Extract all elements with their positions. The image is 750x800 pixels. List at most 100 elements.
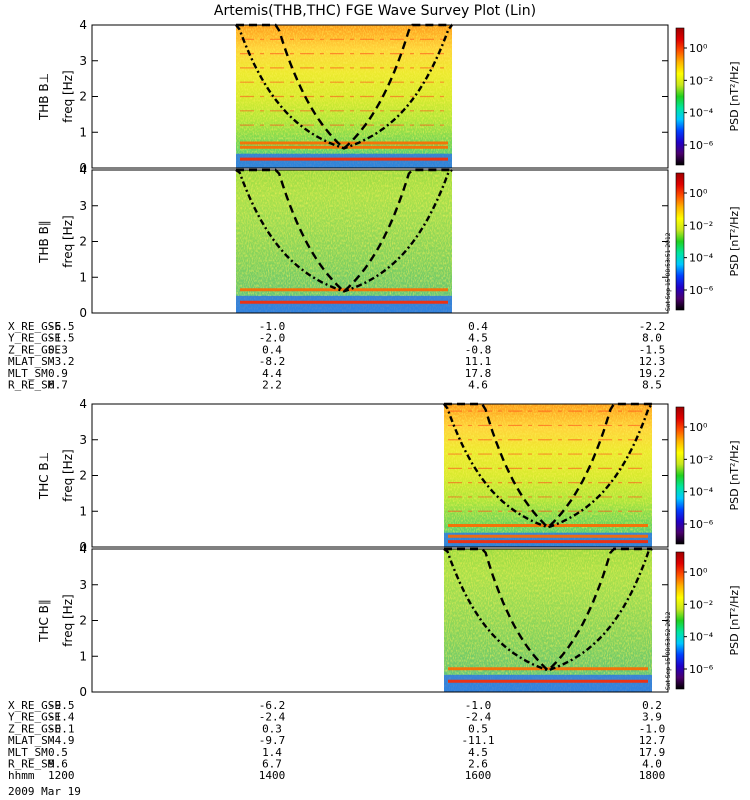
ephemeris-top-table: X_RE_GSE-6.5 -1.0 0.4 -2.2Y_RE_GSE-1.5 -2.0 4… bbox=[8, 320, 665, 392]
panel-label: THB B⊥ bbox=[37, 73, 51, 121]
ephemeris-value: -4.9 bbox=[48, 734, 75, 747]
ephemeris-value: -1.4 bbox=[48, 711, 75, 724]
ephemeris-value: 0.9 bbox=[48, 367, 68, 380]
colorbar bbox=[675, 27, 685, 166]
y-tick-label: 0 bbox=[79, 306, 87, 320]
colorbar-tick-label: 10⁻⁶ bbox=[689, 518, 714, 531]
y-tick-label: 2 bbox=[79, 90, 87, 104]
ephemeris-value: -6.5 bbox=[48, 320, 75, 333]
y-tick-label: 1 bbox=[79, 649, 87, 663]
ephemeris-value: 1600 bbox=[465, 769, 492, 782]
ephemeris-label: R_RE_SM bbox=[8, 758, 55, 771]
model-frequency-curve bbox=[235, 169, 453, 293]
panel-2: 0 1 2 3 4 THC B⊥ freq [Hz] 10⁰ 10⁻² 10⁻⁴ 10⁻⁶ PSD [… bbox=[37, 397, 741, 554]
ephemeris-label: Y_RE_GSE bbox=[8, 711, 61, 724]
y-tick-label: 3 bbox=[79, 433, 87, 447]
panel-label: THC B∥ bbox=[37, 599, 51, 643]
spectrogram-lowfreq bbox=[236, 153, 452, 168]
y-tick-label: 3 bbox=[79, 199, 87, 213]
panel-3: 0 1 2 3 4 THC B∥ freq [Hz] 10⁰ 10⁻² 10⁻⁴ 10⁻⁶ PSD [… bbox=[37, 542, 741, 699]
ephemeris-value: -1.0 bbox=[465, 699, 492, 712]
ephemeris-value: 12.7 bbox=[639, 734, 666, 747]
ephemeris-value: 1200 bbox=[48, 769, 75, 782]
ephemeris-value: -2.2 bbox=[639, 320, 666, 333]
spectrogram-panels: 0 1 2 3 4 THB B⊥ freq [Hz] 10⁰ 10⁻² 10⁻⁴ 10⁻⁶ PSD [… bbox=[37, 18, 741, 699]
ephemeris-value: -1.5 bbox=[48, 332, 75, 345]
y-tick-label: 2 bbox=[79, 469, 87, 483]
ephemeris-value: 0.5 bbox=[468, 722, 488, 735]
y-tick-label: 4 bbox=[79, 18, 87, 32]
ephemeris-value: -2.0 bbox=[259, 332, 286, 345]
ephemeris-label: Y_RE_GSE bbox=[8, 332, 61, 345]
colorbar-tick-label: 10⁻² bbox=[689, 598, 713, 611]
colorbar bbox=[675, 551, 685, 690]
ephemeris-label: MLAT_SM bbox=[8, 355, 55, 368]
y-tick-label: 0 bbox=[79, 161, 87, 175]
ephemeris-value: -8.2 bbox=[259, 355, 286, 368]
colorbar-label: PSD [nT²/Hz] bbox=[728, 585, 741, 655]
colorbar-tick-label: 10⁻² bbox=[689, 453, 713, 466]
spectrogram-texture bbox=[444, 549, 652, 692]
ephemeris-value: 8.5 bbox=[642, 379, 662, 392]
ephemeris-value: 8.0 bbox=[642, 332, 662, 345]
colorbar-tick-label: 10⁻⁶ bbox=[689, 284, 714, 297]
y-axis-label: freq [Hz] bbox=[61, 70, 75, 122]
ephemeris-value: -11.1 bbox=[461, 734, 494, 747]
ephemeris-value: 2.2 bbox=[262, 379, 282, 392]
colorbar-tick-label: 10⁻⁴ bbox=[689, 631, 714, 644]
ephemeris-value: -9.5 bbox=[48, 699, 75, 712]
y-tick-label: 4 bbox=[79, 542, 87, 556]
colorbar bbox=[675, 406, 685, 545]
ephemeris-value: 17.9 bbox=[639, 746, 666, 759]
ephemeris-label: X_RE_GSE bbox=[8, 320, 61, 333]
y-tick-label: 2 bbox=[79, 614, 87, 628]
ephemeris-value: -1.5 bbox=[639, 343, 666, 356]
ephemeris-value: 9.6 bbox=[48, 758, 68, 771]
ephemeris-label: MLAT_SM bbox=[8, 734, 55, 747]
plot-title: Artemis(THB,THC) FGE Wave Survey Plot (L… bbox=[214, 3, 536, 19]
ephemeris-value: 4.4 bbox=[262, 367, 282, 380]
ephemeris-label: X_RE_GSE bbox=[8, 699, 61, 712]
ephemeris-label: Z_RE_GSE bbox=[8, 343, 61, 356]
colorbar-tick-label: 10⁰ bbox=[689, 421, 708, 434]
colorbar-tick-label: 10⁻⁴ bbox=[689, 252, 714, 265]
model-frequency-curve bbox=[443, 548, 653, 672]
y-tick-label: 3 bbox=[79, 578, 87, 592]
ephemeris-value: 3.9 bbox=[642, 711, 662, 724]
y-tick-label: 1 bbox=[79, 125, 87, 139]
ephemeris-value: 0.4 bbox=[468, 320, 488, 333]
ephemeris-label: hhmm bbox=[8, 769, 35, 782]
y-tick-label: 4 bbox=[79, 397, 87, 411]
ephemeris-value: 6.7 bbox=[48, 379, 68, 392]
spectrogram-lowfreq bbox=[444, 674, 652, 692]
ephemeris-value: 4.5 bbox=[468, 746, 488, 759]
ephemeris-label: MLT_SM bbox=[8, 367, 48, 380]
generation-timestamp: Sat Sep 15 08:53:52 2012 bbox=[665, 611, 672, 690]
ephemeris-value: 19.2 bbox=[639, 367, 666, 380]
ephemeris-value: 0.3 bbox=[48, 343, 68, 356]
colorbar-tick-label: 10⁰ bbox=[689, 42, 708, 55]
ephemeris-value: -6.2 bbox=[259, 699, 286, 712]
colorbar-label: PSD [nT²/Hz] bbox=[728, 440, 741, 510]
ephemeris-value: 0.2 bbox=[642, 699, 662, 712]
y-tick-label: 1 bbox=[79, 504, 87, 518]
ephemeris-value: -1.0 bbox=[639, 722, 666, 735]
ephemeris-value: 12.3 bbox=[639, 355, 666, 368]
ephemeris-value: 0.3 bbox=[262, 722, 282, 735]
colorbar-tick-label: 10⁻⁶ bbox=[689, 663, 714, 676]
colorbar-tick-label: 10⁰ bbox=[689, 566, 708, 579]
generation-timestamp: Sat Sep 15 08:53:51 2012 bbox=[665, 232, 672, 311]
ephemeris-value: 1.4 bbox=[262, 746, 282, 759]
ephemeris-bottom-table: X_RE_GSE-9.5 -6.2 -1.0 0.2Y_RE_GSE-1.4 -2.4-… bbox=[8, 699, 665, 782]
ephemeris-value: 0.4 bbox=[262, 343, 282, 356]
ephemeris-value: 1400 bbox=[259, 769, 286, 782]
colorbar-tick-label: 10⁻² bbox=[689, 219, 713, 232]
panel-label: THB B∥ bbox=[37, 220, 51, 264]
colorbar-tick-label: 10⁻⁶ bbox=[689, 139, 714, 152]
colorbar-label: PSD [nT²/Hz] bbox=[728, 206, 741, 276]
y-tick-label: 2 bbox=[79, 235, 87, 249]
ephemeris-value: -2.4 bbox=[259, 711, 286, 724]
ephemeris-value: -2.4 bbox=[465, 711, 492, 724]
colorbar-tick-label: 10⁻⁴ bbox=[689, 486, 714, 499]
colorbar-tick-label: 10⁰ bbox=[689, 187, 708, 200]
